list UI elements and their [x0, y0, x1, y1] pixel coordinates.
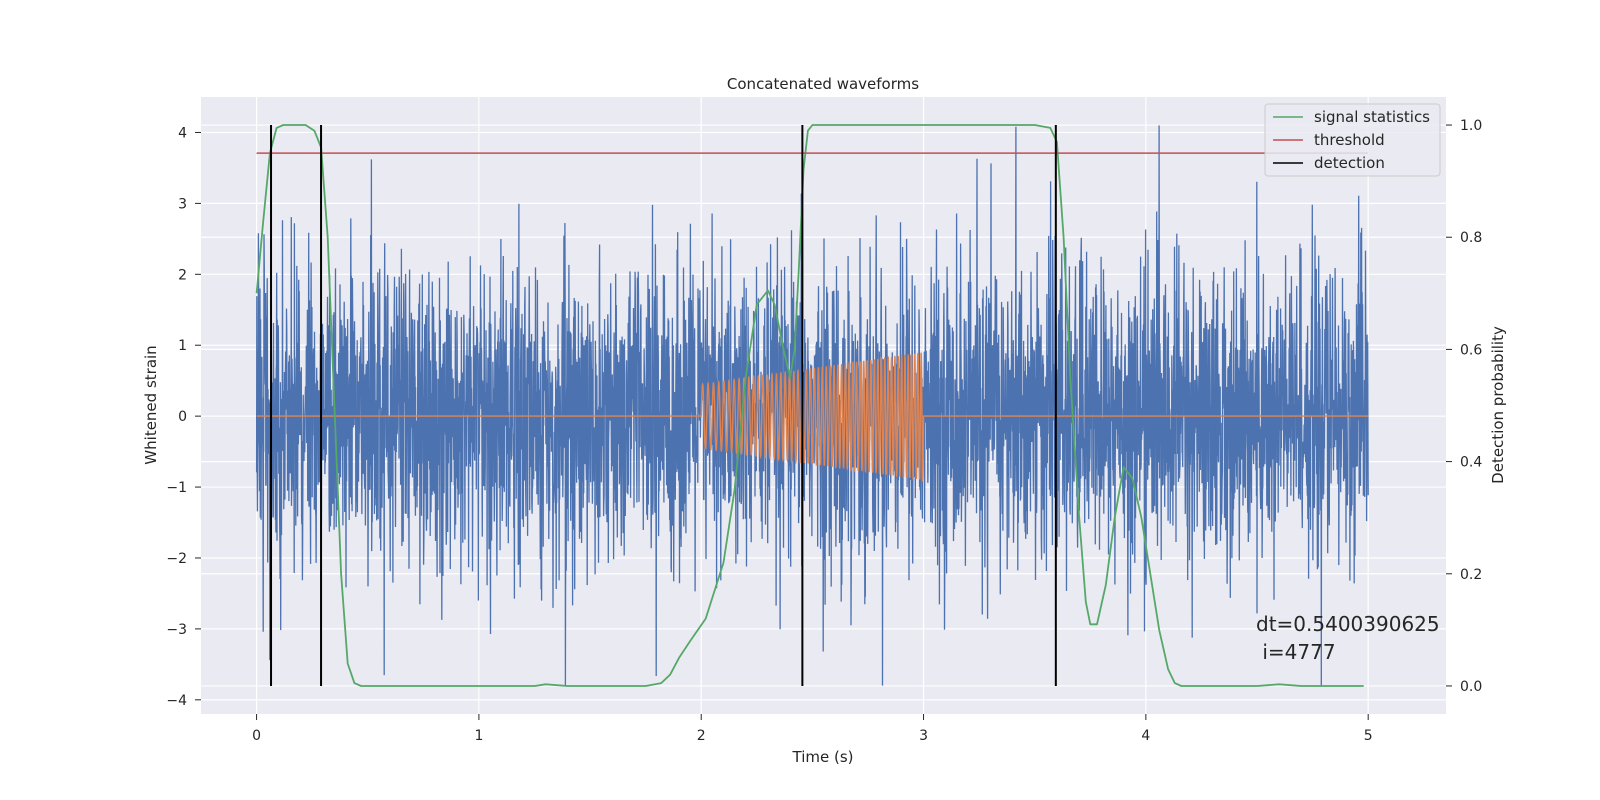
x-tick-label: 2 — [697, 728, 706, 744]
y-axis-right-label: Detection probability — [1489, 326, 1507, 484]
y-left-tick-label: −1 — [166, 480, 187, 496]
x-tick-label: 1 — [474, 728, 483, 744]
y-right-tick-label: 0.0 — [1460, 679, 1482, 695]
y-left-tick-label: 1 — [178, 338, 187, 354]
y-left-tick-label: 2 — [178, 267, 187, 283]
y-axis-left-label: Whitened strain — [142, 345, 160, 464]
y-left-tick-label: −4 — [166, 693, 187, 709]
y-right-tick-label: 1.0 — [1460, 118, 1482, 134]
injected-waveform-series — [256, 352, 1369, 483]
axis-ticks: 0 1 2 3 4 5 −4 −3 −2 −1 0 1 2 3 4 0.0 0.2 0.4 0.6 0.8 1.0 — [166, 118, 1482, 744]
x-tick-label: 4 — [1141, 728, 1150, 744]
y-left-tick-label: 0 — [178, 409, 187, 425]
legend-label-signal-statistics: signal statistics — [1314, 108, 1430, 126]
annotation-dt: dt=0.5400390625 — [1256, 612, 1440, 636]
legend-box — [1264, 103, 1441, 177]
y-left-tick-label: −2 — [166, 551, 187, 567]
annotation: dt=0.5400390625 i=4777 — [1256, 612, 1440, 664]
legend-label-threshold: threshold — [1314, 131, 1385, 149]
x-tick-label: 3 — [919, 728, 928, 744]
y-right-tick-label: 0.4 — [1460, 455, 1482, 471]
y-left-tick-label: 4 — [178, 125, 187, 141]
legend-label-detection: detection — [1314, 154, 1385, 172]
x-tick-label: 5 — [1364, 728, 1373, 744]
signal-statistics-line — [255, 124, 1364, 687]
annotation-i: i=4777 — [1256, 640, 1336, 664]
y-right-tick-label: 0.6 — [1460, 342, 1482, 358]
y-left-tick-label: 3 — [178, 196, 187, 212]
y-right-tick-label: 0.2 — [1460, 567, 1482, 583]
legend: signal statistics threshold detection — [1264, 103, 1441, 177]
x-axis-label: Time (s) — [792, 748, 854, 766]
noise-series — [255, 125, 1369, 686]
x-tick-label: 0 — [252, 728, 261, 744]
y-left-tick-label: −3 — [166, 622, 187, 638]
chart-title: Concatenated waveforms — [727, 75, 919, 93]
injected-waveform-line — [256, 352, 1369, 483]
signal-statistics-series — [255, 124, 1364, 687]
y-right-tick-label: 0.8 — [1460, 230, 1482, 246]
detection-series — [270, 125, 1057, 686]
noise-line — [255, 125, 1369, 686]
